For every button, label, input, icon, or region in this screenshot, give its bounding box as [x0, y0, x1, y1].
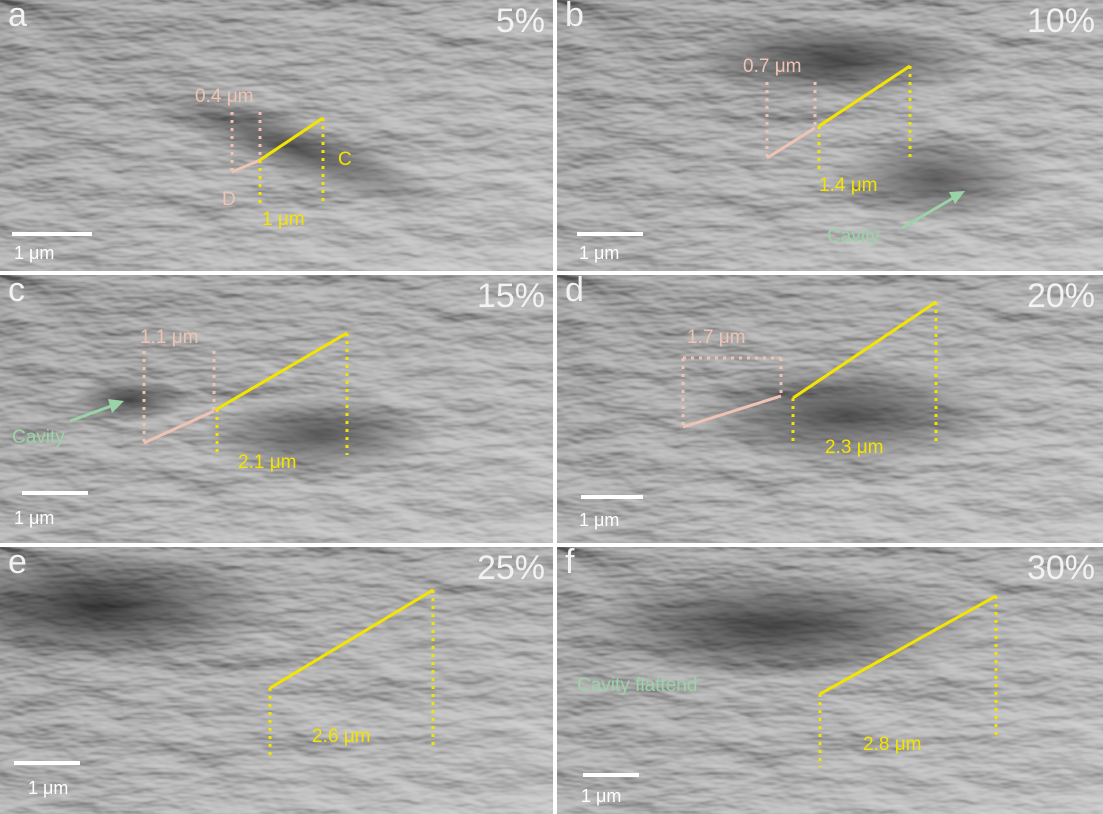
measurement-overlay	[69, 331, 349, 455]
yellow-length-label: 2.8 μm	[863, 734, 922, 755]
panel-letter: f	[565, 547, 575, 581]
sem-image-a	[0, 0, 553, 271]
sem-image-b	[557, 0, 1103, 271]
measurement-overlay	[268, 588, 435, 759]
measurement-overlay	[681, 300, 938, 445]
strain-label: 5%	[495, 2, 545, 40]
strain-label: 20%	[1026, 277, 1095, 315]
strain-label: 15%	[476, 277, 545, 315]
scale-bar-label: 1 μm	[579, 510, 620, 530]
scale-bar	[12, 232, 92, 236]
point-c-label: C	[338, 149, 352, 170]
scale-bar	[581, 495, 643, 499]
scale-bar-label: 1 μm	[28, 778, 69, 798]
sem-image-d	[557, 275, 1103, 543]
pink-length-label: 1.7 μm	[687, 327, 746, 348]
scale-bar-label: 1 μm	[14, 243, 55, 263]
pink-length-label: 0.4 μm	[195, 86, 254, 107]
pink-length-label: 0.7 μm	[743, 56, 802, 77]
yellow-length-label: 2.6 μm	[312, 726, 371, 747]
measurement-overlay	[765, 64, 965, 230]
sem-image-c	[0, 275, 553, 543]
yellow-length-label: 2.1 μm	[238, 452, 297, 473]
scale-bar	[22, 491, 88, 495]
cavity-label: Cavity flattend	[577, 675, 698, 696]
strain-label: 10%	[1026, 2, 1095, 40]
cavity-label: Cavity	[827, 226, 880, 247]
cavity-label: Cavity	[12, 427, 65, 448]
scale-bar	[583, 773, 639, 777]
panel-d: d 20% 1.7 μm 2.3 μm 1 μm	[557, 275, 1103, 543]
panel-a: a 5% 0.4 μm 1 μm C D 1 μm	[0, 0, 553, 271]
panel-letter: e	[8, 547, 27, 581]
sem-image-e	[0, 547, 553, 814]
sem-image-f	[557, 547, 1103, 814]
panel-b: b 10% 0.7 μm 1.4 μm Cavity 1 μm	[557, 0, 1103, 271]
point-d-label: D	[222, 189, 236, 210]
panel-letter: c	[8, 275, 25, 309]
panel-letter: a	[8, 0, 27, 34]
scale-bar	[577, 232, 643, 236]
yellow-length-label: 1 μm	[262, 209, 305, 230]
measurement-overlay	[230, 112, 325, 205]
yellow-length-label: 1.4 μm	[819, 175, 878, 196]
panel-f: f 30% 2.8 μm Cavity flattend 1 μm	[557, 547, 1103, 814]
panel-e: e 25% 2.6 μm 1 μm	[0, 547, 553, 814]
yellow-length-label: 2.3 μm	[825, 437, 884, 458]
panel-c: c 15% 1.1 μm 2.1 μm Cavity 1 μm	[0, 275, 553, 543]
scale-bar-label: 1 μm	[579, 243, 620, 263]
measurement-overlay	[818, 594, 998, 767]
pink-length-label: 1.1 μm	[140, 327, 199, 348]
scale-bar-label: 1 μm	[14, 508, 55, 528]
strain-label: 25%	[476, 549, 545, 587]
scale-bar-label: 1 μm	[581, 786, 622, 806]
strain-label: 30%	[1026, 549, 1095, 587]
scale-bar	[14, 761, 80, 765]
panel-letter: d	[565, 275, 584, 309]
panel-letter: b	[565, 0, 584, 34]
